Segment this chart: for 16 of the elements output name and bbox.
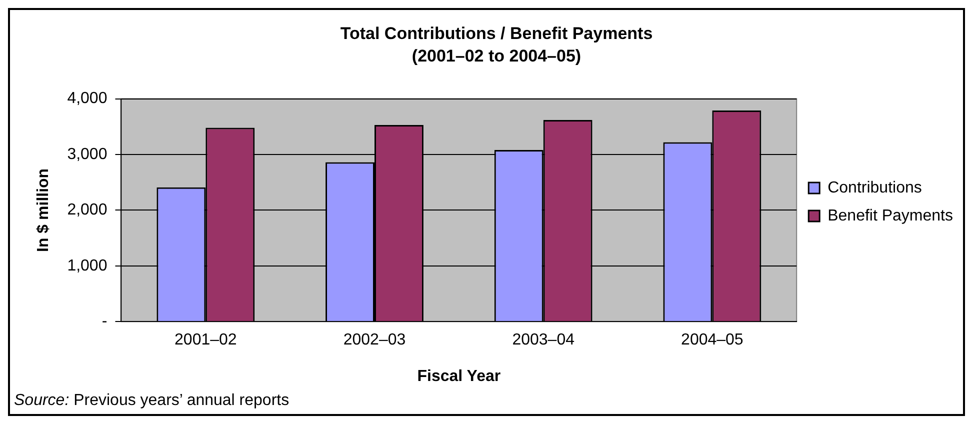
- y-tick-label: 2,000: [67, 202, 108, 219]
- y-axis-title: In $ million: [35, 168, 52, 252]
- source-note: Source: Previous years’ annual reports: [14, 392, 290, 409]
- y-tick-label: -: [102, 313, 108, 330]
- y-tick-label: 4,000: [67, 90, 108, 108]
- x-tick-label: 2002–03: [343, 332, 406, 349]
- y-tick-label: 3,000: [67, 146, 108, 163]
- x-axis-title: Fiscal Year: [417, 368, 501, 385]
- chart-subtitle: (2001–02 to 2004–05): [412, 46, 582, 66]
- chart-title: Total Contributions / Benefit Payments: [340, 24, 653, 43]
- y-tick-label: 1,000: [67, 257, 108, 274]
- x-tick-label: 2004–05: [681, 332, 744, 349]
- x-tick-label: 2001–02: [174, 332, 237, 349]
- legend-label: Contributions: [828, 179, 922, 196]
- legend-label: Benefit Payments: [828, 207, 954, 224]
- x-tick-label: 2003–04: [512, 332, 575, 349]
